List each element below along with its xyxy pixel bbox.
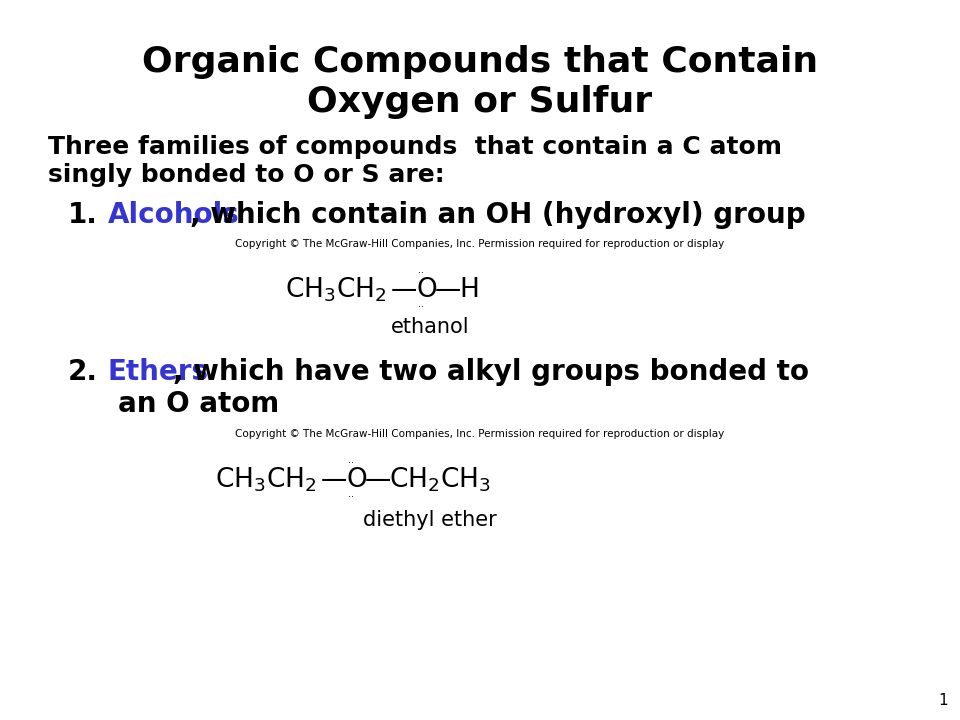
- Text: ··: ··: [418, 302, 424, 312]
- Text: —: —: [321, 467, 348, 493]
- Text: an O atom: an O atom: [118, 390, 279, 418]
- Text: ethanol: ethanol: [391, 317, 469, 337]
- Text: ··: ··: [348, 492, 354, 502]
- Text: CH$_2$CH$_3$: CH$_2$CH$_3$: [389, 466, 491, 494]
- Text: O: O: [347, 467, 368, 493]
- Text: CH$_3$CH$_2$: CH$_3$CH$_2$: [215, 466, 317, 494]
- Text: , which contain an OH (hydroxyl) group: , which contain an OH (hydroxyl) group: [190, 201, 805, 229]
- Text: —: —: [391, 277, 418, 303]
- Text: Three families of compounds  that contain a C atom: Three families of compounds that contain…: [48, 135, 782, 159]
- Text: Ethers: Ethers: [108, 358, 209, 386]
- Text: singly bonded to O or S are:: singly bonded to O or S are:: [48, 163, 444, 187]
- Text: diethyl ether: diethyl ether: [363, 510, 497, 530]
- Text: CH$_3$CH$_2$: CH$_3$CH$_2$: [285, 276, 387, 305]
- Text: O: O: [417, 277, 438, 303]
- Text: H: H: [459, 277, 479, 303]
- Text: Alcohols: Alcohols: [108, 201, 240, 229]
- Text: Copyright © The McGraw-Hill Companies, Inc. Permission required for reproduction: Copyright © The McGraw-Hill Companies, I…: [235, 429, 725, 439]
- Text: ··: ··: [418, 268, 424, 278]
- Text: —: —: [365, 467, 392, 493]
- Text: Oxygen or Sulfur: Oxygen or Sulfur: [307, 85, 653, 119]
- Text: —: —: [435, 277, 461, 303]
- Text: , which have two alkyl groups bonded to: , which have two alkyl groups bonded to: [173, 358, 809, 386]
- Text: Copyright © The McGraw-Hill Companies, Inc. Permission required for reproduction: Copyright © The McGraw-Hill Companies, I…: [235, 239, 725, 249]
- Text: 1.: 1.: [68, 201, 98, 229]
- Text: 1: 1: [938, 693, 948, 708]
- Text: 2.: 2.: [68, 358, 98, 386]
- Text: ··: ··: [348, 458, 354, 468]
- Text: Organic Compounds that Contain: Organic Compounds that Contain: [142, 45, 818, 79]
